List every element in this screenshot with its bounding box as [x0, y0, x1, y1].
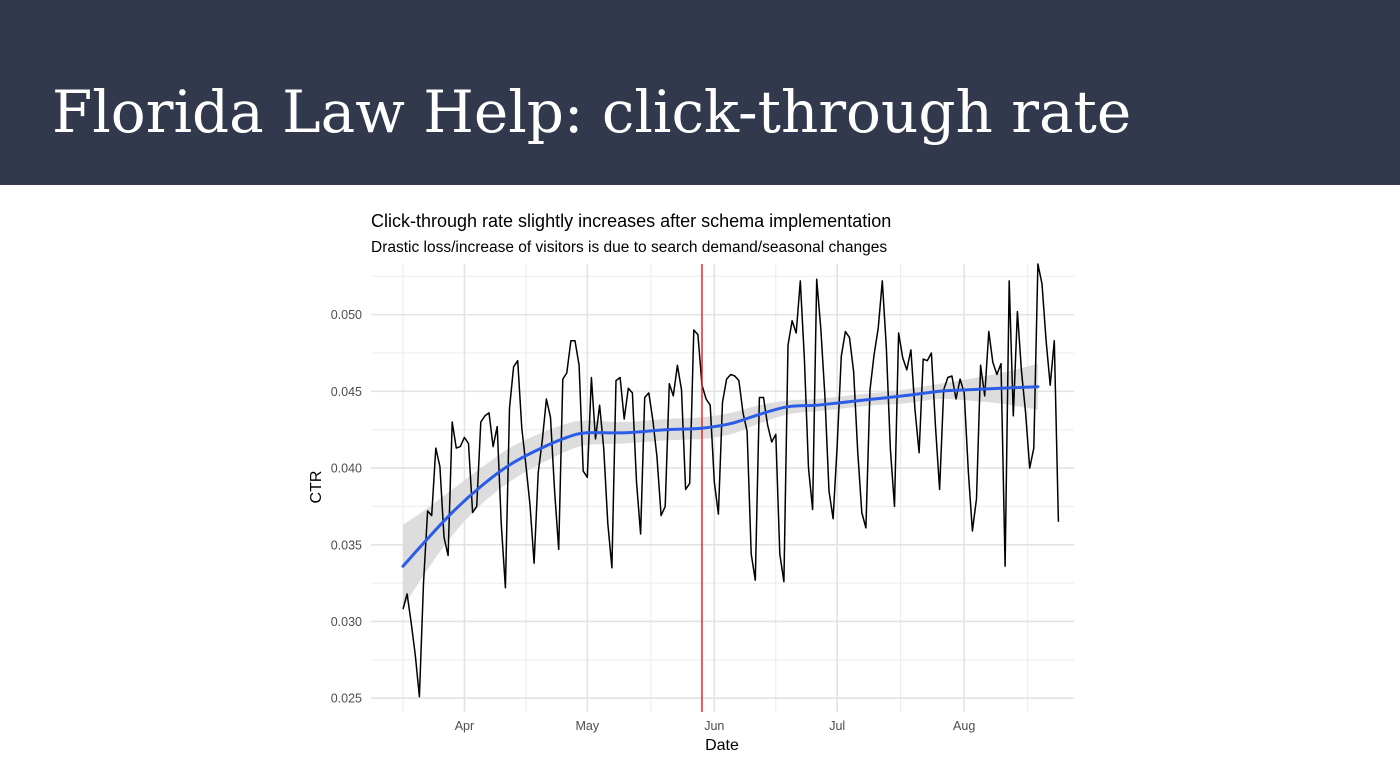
y-tick-label: 0.040	[331, 462, 362, 476]
x-axis-label: Date	[705, 737, 739, 754]
x-tick-label: Aug	[953, 719, 975, 733]
grid-minor	[371, 264, 1074, 712]
x-tick-labels: Apr May Jun Jul Aug	[455, 719, 976, 733]
ctr-line	[402, 263, 1060, 698]
chart-title: Click-through rate slightly increases af…	[371, 211, 891, 231]
y-axis-label: CTR	[308, 471, 325, 504]
y-tick-label: 0.045	[331, 385, 362, 399]
x-tick-label: Apr	[455, 719, 474, 733]
y-tick-label: 0.030	[331, 615, 362, 629]
x-tick-label: Jul	[829, 719, 845, 733]
y-tick-label: 0.035	[331, 538, 362, 552]
chart-subtitle: Drastic loss/increase of visitors is due…	[371, 239, 887, 256]
x-tick-label: May	[576, 719, 600, 733]
x-tick-label: Jun	[704, 719, 724, 733]
y-tick-label: 0.050	[331, 308, 362, 322]
y-tick-labels: 0.025 0.030 0.035 0.040 0.045 0.050	[331, 308, 362, 706]
slide-title: Florida Law Help: click-through rate	[52, 78, 1132, 146]
smooth-trend-line	[401, 385, 1040, 568]
header-bar	[0, 0, 1400, 185]
y-tick-label: 0.025	[331, 692, 362, 706]
